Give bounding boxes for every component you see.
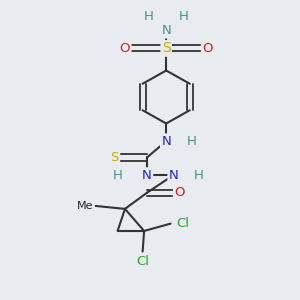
Text: H: H (186, 135, 196, 148)
Text: H: H (144, 11, 154, 23)
Text: N: N (142, 169, 152, 182)
Text: O: O (120, 42, 130, 55)
Text: Cl: Cl (136, 255, 149, 268)
Text: S: S (110, 151, 119, 164)
Text: O: O (174, 186, 185, 199)
Text: H: H (113, 169, 122, 182)
Text: Cl: Cl (176, 217, 189, 230)
Text: S: S (162, 41, 171, 56)
Text: H: H (179, 11, 189, 23)
Text: H: H (194, 169, 203, 182)
Text: N: N (142, 169, 152, 182)
Text: Cl: Cl (176, 217, 189, 230)
Text: H: H (186, 135, 196, 148)
Text: N: N (161, 135, 171, 148)
Text: H: H (113, 169, 122, 182)
Text: N: N (161, 24, 171, 37)
Text: O: O (202, 42, 213, 55)
Text: N: N (169, 169, 178, 182)
Text: O: O (174, 186, 185, 199)
Text: O: O (202, 42, 213, 55)
Text: Cl: Cl (136, 255, 149, 268)
Text: O: O (120, 42, 130, 55)
Text: Me: Me (77, 201, 94, 211)
Text: H: H (179, 11, 189, 23)
Text: N: N (161, 24, 171, 37)
Text: H: H (144, 11, 154, 23)
Text: H: H (194, 169, 203, 182)
Text: S: S (110, 151, 119, 164)
Text: N: N (169, 169, 178, 182)
Text: Me: Me (77, 201, 94, 211)
Text: N: N (161, 135, 171, 148)
Text: S: S (162, 41, 171, 56)
